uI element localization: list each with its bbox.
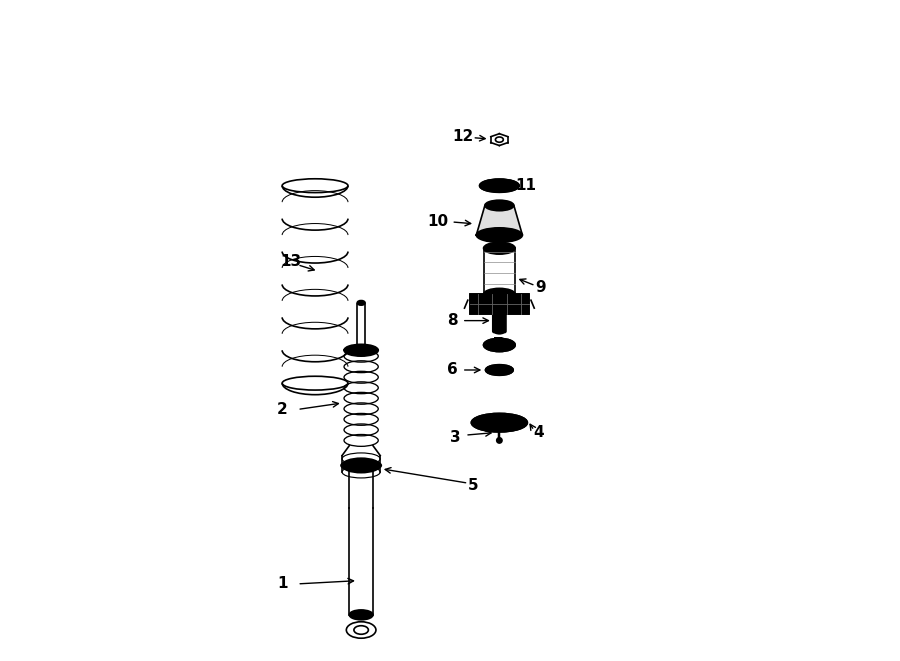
- Text: 6: 6: [446, 362, 457, 377]
- Ellipse shape: [476, 228, 522, 243]
- Ellipse shape: [349, 610, 373, 620]
- Ellipse shape: [491, 418, 508, 426]
- Ellipse shape: [480, 179, 519, 192]
- Ellipse shape: [494, 307, 505, 313]
- Text: 1: 1: [277, 576, 287, 592]
- Text: 13: 13: [280, 254, 302, 269]
- FancyBboxPatch shape: [493, 309, 506, 332]
- Text: 3: 3: [450, 430, 461, 445]
- Ellipse shape: [472, 413, 527, 432]
- Ellipse shape: [485, 200, 514, 211]
- Ellipse shape: [494, 329, 505, 334]
- Polygon shape: [476, 206, 522, 235]
- Text: 9: 9: [536, 280, 546, 295]
- Text: 2: 2: [277, 402, 287, 417]
- Bar: [470, 294, 529, 314]
- Bar: [470, 294, 529, 314]
- Text: 10: 10: [428, 214, 449, 229]
- Text: 8: 8: [446, 313, 457, 328]
- Text: 4: 4: [534, 425, 544, 440]
- Ellipse shape: [357, 301, 365, 305]
- Text: 12: 12: [453, 129, 473, 144]
- Ellipse shape: [483, 243, 515, 254]
- Ellipse shape: [342, 458, 380, 473]
- Ellipse shape: [485, 365, 513, 375]
- Ellipse shape: [497, 438, 502, 443]
- Text: 5: 5: [468, 478, 479, 492]
- Ellipse shape: [483, 288, 515, 300]
- Ellipse shape: [483, 338, 515, 352]
- Text: 7: 7: [492, 338, 503, 352]
- Text: 11: 11: [515, 178, 536, 193]
- Ellipse shape: [344, 344, 378, 356]
